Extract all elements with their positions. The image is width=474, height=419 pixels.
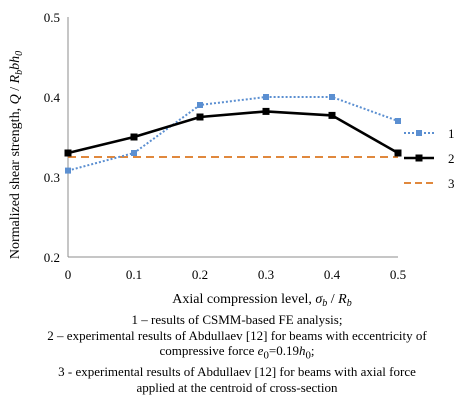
caption-line-3: compressive force e0=0.19h0; — [159, 343, 315, 362]
data-point — [263, 94, 269, 100]
legend-marker — [416, 130, 422, 136]
series-2 — [64, 107, 402, 157]
y-tick-label: 0.4 — [44, 90, 61, 105]
series-line-1 — [67, 96, 399, 172]
series-line-2 — [67, 110, 399, 155]
data-point — [196, 113, 204, 121]
x-tick-label: 0 — [65, 267, 72, 282]
data-point — [65, 167, 71, 174]
x-tick-labels: 0 0.1 0.2 0.3 0.4 0.5 — [65, 267, 406, 282]
axes — [67, 17, 398, 258]
caption-line-4: 3 - experimental results of Abdullaev [1… — [58, 364, 416, 380]
legend-entry-2: 2 — [404, 151, 455, 166]
x-tick-label: 0.5 — [390, 267, 406, 282]
x-tick-label: 0.2 — [192, 267, 208, 282]
data-point — [395, 118, 401, 124]
caption-line-1: 1 – results of CSMM-based FE analysis; — [131, 312, 343, 327]
series-group — [64, 94, 402, 174]
y-tick-label: 0.2 — [44, 250, 60, 265]
y-tick-label: 0.3 — [44, 170, 60, 185]
data-point — [329, 94, 335, 100]
y-axis-label: Normalized shear strength, Q / Rbbh0 — [8, 51, 25, 259]
caption-line-5: applied at the centroid of cross-section — [136, 379, 338, 395]
x-tick-label: 0.1 — [126, 267, 142, 282]
data-point — [131, 150, 137, 156]
series-1 — [65, 94, 401, 174]
shear-strength-chart: 0.2 0.3 0.4 0.5 0 0.1 0.2 0.3 0.4 0.5 1 2 3 Axial … — [8, 10, 455, 309]
data-point — [130, 133, 138, 141]
legend-entry-1: 1 — [404, 126, 455, 141]
data-point — [64, 149, 72, 157]
y-tick-label: 0.5 — [44, 10, 60, 25]
figure-caption: 1 – results of CSMM-based FE analysis; 2… — [0, 312, 474, 395]
caption-line-2: 2 – experimental results of Abdullaev [1… — [47, 327, 427, 343]
legend-marker — [415, 154, 423, 162]
legend-entry-3: 3 — [404, 176, 455, 191]
x-tick-label: 0.4 — [324, 267, 341, 282]
x-axis-label: Axial compression level, σb / Rb — [172, 292, 351, 309]
data-point — [328, 111, 336, 119]
legend-label: 2 — [448, 151, 455, 166]
legend: 1 2 3 — [404, 126, 455, 191]
x-tick-label: 0.3 — [258, 267, 274, 282]
legend-label: 3 — [448, 176, 455, 191]
y-tick-labels: 0.2 0.3 0.4 0.5 — [44, 10, 61, 265]
data-point — [262, 107, 270, 115]
legend-label: 1 — [448, 126, 455, 141]
data-point — [197, 102, 203, 108]
data-point — [394, 149, 402, 157]
